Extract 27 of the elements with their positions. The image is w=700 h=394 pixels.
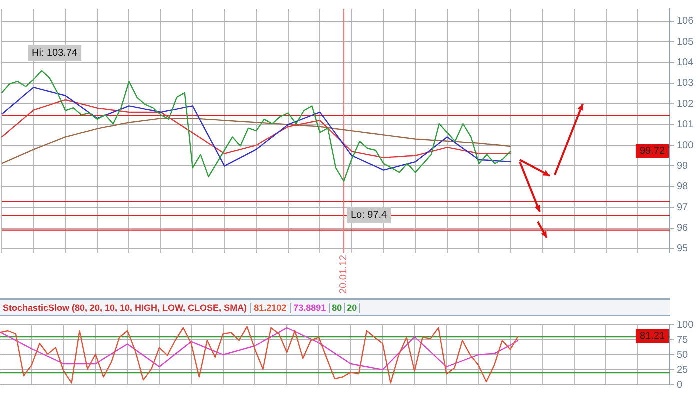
y-tick-label: 97 [677, 202, 689, 214]
annotation: 99.72 [640, 146, 666, 158]
y-tick-label: 104 [677, 58, 694, 69]
y-tick-label: 106 [677, 16, 694, 28]
series-label: 81.2102 [251, 302, 291, 312]
y-tick-label: 100 [677, 320, 694, 331]
series-label: 73.8891 [290, 302, 330, 312]
annotation: Hi: 103.74 [32, 48, 78, 59]
y-tick-label: 50 [677, 350, 689, 361]
y-tick-label: 99 [677, 160, 689, 172]
y-tick-label: 101 [677, 120, 694, 131]
ref-line-label: 20 [345, 302, 360, 312]
y-tick-label: 0 [677, 380, 683, 391]
y-tick-label: 102 [677, 98, 694, 110]
annotation: 81.21 [640, 331, 666, 342]
y-tick-label: 75 [677, 334, 689, 346]
y-tick-label: 96 [677, 223, 689, 234]
annotation: Lo: 97.4 [350, 210, 388, 222]
chart-title: StochasticSlow (80, 20, 10, 10, HIGH, LOW, CLOSE, SMA) [0, 302, 252, 312]
y-tick-label: 103 [677, 78, 694, 90]
ref-line-label: 80 [330, 302, 346, 312]
y-tick-label: 25 [677, 364, 689, 376]
y-tick-label: 95 [677, 244, 689, 255]
x-tick-label: 20.01.12 [338, 254, 350, 294]
y-tick-label: 98 [677, 182, 689, 193]
y-tick-label: 100 [677, 140, 694, 152]
y-tick-label: 105 [677, 36, 694, 48]
